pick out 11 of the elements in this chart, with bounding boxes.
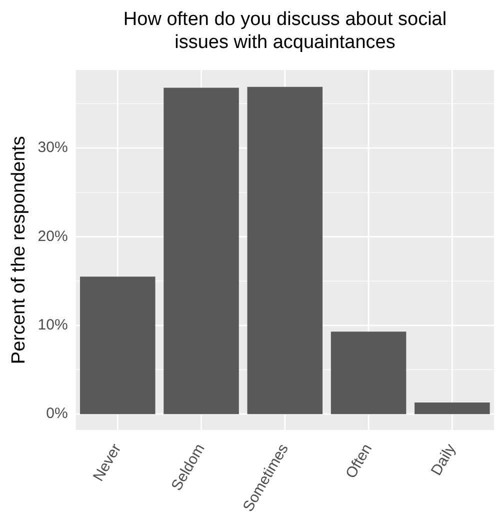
bar [164, 88, 239, 414]
y-tick-label: 0% [46, 405, 68, 422]
bar [330, 332, 406, 414]
y-tick-label: 20% [38, 228, 68, 245]
y-axis-title: Percent of the respondents [8, 136, 30, 364]
y-tick-label: 30% [38, 139, 68, 156]
bar [414, 402, 490, 414]
y-tick-label: 10% [38, 316, 68, 334]
bar [247, 86, 323, 414]
bar [80, 276, 156, 414]
chart-title: How often do you discuss about social issues with acquaintances [122, 8, 448, 54]
